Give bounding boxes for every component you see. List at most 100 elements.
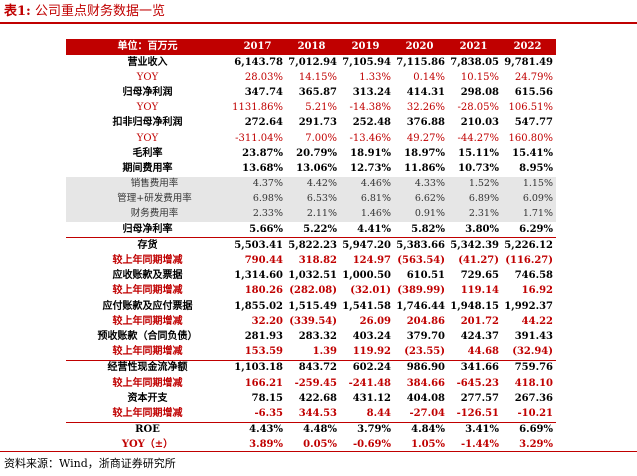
cell-value: 13.06% bbox=[296, 162, 337, 174]
cell-value: -311.04% bbox=[235, 132, 283, 144]
cell-value: -645.23 bbox=[456, 377, 499, 389]
cell-value: 391.43 bbox=[514, 330, 553, 342]
cell-value: 2.31% bbox=[448, 206, 502, 223]
table-row: 较上年同期增减 790.44 318.82 124.97 (563.54) (41.27)… bbox=[66, 253, 556, 268]
table-row: YOY 28.03% 14.15% 1.33% 0.14% 10.15% 24.79% bbox=[66, 70, 556, 85]
cell-value: 119.92 bbox=[340, 344, 394, 361]
cell-value: 24.79% bbox=[514, 71, 553, 83]
cell-value: -10.21 bbox=[502, 406, 556, 423]
row-label: 归母净利润 bbox=[122, 86, 173, 98]
row-label: 较上年同期增减 bbox=[112, 315, 183, 327]
cell-value: 2.33% bbox=[232, 206, 286, 223]
table-row: 较上年同期增减 153.59 1.39 119.92 (23.55) 44.68 (32.9… bbox=[66, 344, 556, 361]
cell-value: -28.05% bbox=[457, 102, 499, 114]
cell-value: 547.77 bbox=[514, 117, 553, 129]
cell-value: 8.95% bbox=[519, 162, 553, 174]
cell-value: 5,822.23 bbox=[288, 239, 337, 251]
cell-value: 422.68 bbox=[298, 392, 337, 404]
cell-value: 26.09 bbox=[359, 315, 391, 327]
table-row: 管理+研发费用率 6.98% 6.53% 6.81% 6.62% 6.89% 6.09% bbox=[66, 191, 556, 207]
cell-value: 267.36 bbox=[514, 392, 553, 404]
cell-value: 6.62% bbox=[394, 191, 448, 207]
header-year: 2021 bbox=[448, 39, 502, 55]
cell-value: 418.10 bbox=[514, 377, 553, 389]
header-year: 2017 bbox=[232, 39, 286, 55]
table-row: YOY -311.04% 7.00% -13.46% 49.27% -44.27% 160.… bbox=[66, 131, 556, 146]
cell-value: (41.27) bbox=[458, 255, 499, 267]
row-label: 归母净利率 bbox=[66, 222, 232, 239]
cell-value: 2.11% bbox=[286, 206, 340, 223]
cell-value: 119.14 bbox=[460, 285, 499, 297]
cell-value: 3.29% bbox=[519, 439, 553, 451]
cell-value: 281.93 bbox=[244, 330, 283, 342]
cell-value: (282.08) bbox=[289, 285, 337, 297]
table-row: 归母净利率 5.66% 5.22% 4.41% 5.82% 3.80% 6.29% bbox=[66, 222, 556, 239]
cell-value: 431.12 bbox=[352, 392, 391, 404]
cell-value: 404.08 bbox=[406, 392, 445, 404]
cell-value: (389.99) bbox=[397, 285, 445, 297]
cell-value: 5,947.20 bbox=[342, 239, 391, 251]
cell-value: 160.80% bbox=[508, 132, 554, 144]
cell-value: 1.33% bbox=[359, 71, 391, 83]
cell-value: 7,838.05 bbox=[450, 56, 499, 68]
table-row: YOY 1131.86% 5.21% -14.38% 32.26% -28.05% 106.… bbox=[66, 101, 556, 116]
cell-value: 1,314.60 bbox=[234, 270, 283, 282]
table-row: 毛利率 23.87% 20.79% 18.91% 18.97% 15.11% 15.41% bbox=[66, 146, 556, 161]
cell-value: (116.27) bbox=[505, 255, 553, 267]
cell-value: -14.38% bbox=[349, 102, 391, 114]
cell-value: 4.48% bbox=[303, 424, 337, 436]
cell-value: 365.87 bbox=[298, 86, 337, 98]
cell-value: 615.56 bbox=[514, 86, 553, 98]
cell-value: 1,515.49 bbox=[288, 300, 337, 312]
row-label: 营业收入 bbox=[127, 56, 168, 68]
cell-value: 201.72 bbox=[460, 315, 499, 327]
cell-value: 986.90 bbox=[406, 362, 445, 374]
table-row: 应收账款及票据 1,314.60 1,032.51 1,000.50 610.51 729… bbox=[66, 269, 556, 284]
cell-value: 11.86% bbox=[404, 162, 445, 174]
cell-value: 153.59 bbox=[232, 344, 286, 361]
cell-value: 729.65 bbox=[460, 270, 499, 282]
cell-value: (23.55) bbox=[394, 344, 448, 361]
cell-value: -6.35 bbox=[232, 406, 286, 423]
cell-value: 5.21% bbox=[305, 102, 337, 114]
row-label: 应付账款及应付票据 bbox=[102, 300, 193, 312]
cell-value: 78.15 bbox=[251, 392, 283, 404]
cell-value: 298.08 bbox=[460, 86, 499, 98]
table-row: 营业收入 6,143.78 7,012.94 7,105.94 7,115.86 7,83… bbox=[66, 55, 556, 70]
row-label: 毛利率 bbox=[132, 147, 163, 159]
row-label: 较上年同期增减 bbox=[112, 285, 183, 297]
cell-value: 32.26% bbox=[406, 102, 445, 114]
row-label: 应收账款及票据 bbox=[112, 270, 183, 282]
row-label: YOY bbox=[136, 102, 159, 114]
cell-value: 1,032.51 bbox=[288, 270, 337, 282]
cell-value: 1,746.44 bbox=[396, 300, 445, 312]
cell-value: 1,948.15 bbox=[450, 300, 499, 312]
cell-value: 49.27% bbox=[406, 132, 445, 144]
header-year: 2022 bbox=[502, 39, 556, 55]
cell-value: 1,992.37 bbox=[504, 300, 553, 312]
cell-value: -13.46% bbox=[349, 132, 391, 144]
cell-value: 759.76 bbox=[514, 362, 553, 374]
cell-value: 384.66 bbox=[406, 377, 445, 389]
cell-value: 1131.86% bbox=[232, 102, 283, 114]
cell-value: 4.46% bbox=[340, 176, 394, 192]
table-row: 归母净利润 347.74 365.87 313.24 414.31 298.08 615.5… bbox=[66, 85, 556, 100]
cell-value: 4.42% bbox=[286, 176, 340, 192]
table-row: ROE 4.43% 4.48% 3.79% 4.84% 3.41% 6.69% bbox=[66, 422, 556, 438]
header-year: 2019 bbox=[340, 39, 394, 55]
table-row: 资本开支 78.15 422.68 431.12 404.08 277.57 267.36 bbox=[66, 391, 556, 406]
cell-value: 5,226.12 bbox=[504, 239, 553, 251]
cell-value: 18.91% bbox=[350, 147, 391, 159]
cell-value: 4.37% bbox=[232, 176, 286, 192]
row-label: YOY bbox=[136, 71, 159, 83]
cell-value: -27.04 bbox=[394, 406, 448, 423]
cell-value: 0.91% bbox=[394, 206, 448, 223]
cell-value: 1,541.58 bbox=[342, 300, 391, 312]
table-row: 财务费用率 2.33% 2.11% 1.46% 0.91% 2.31% 1.71% bbox=[66, 206, 556, 223]
table-row: 存货 5,503.41 5,822.23 5,947.20 5,383.66 5,342.… bbox=[66, 238, 556, 254]
cell-value: 1,103.18 bbox=[234, 362, 283, 374]
cell-value: 1.52% bbox=[448, 176, 502, 192]
cell-value: 18.97% bbox=[404, 147, 445, 159]
cell-value: -126.51 bbox=[448, 406, 502, 423]
cell-value: 1,855.02 bbox=[234, 300, 283, 312]
